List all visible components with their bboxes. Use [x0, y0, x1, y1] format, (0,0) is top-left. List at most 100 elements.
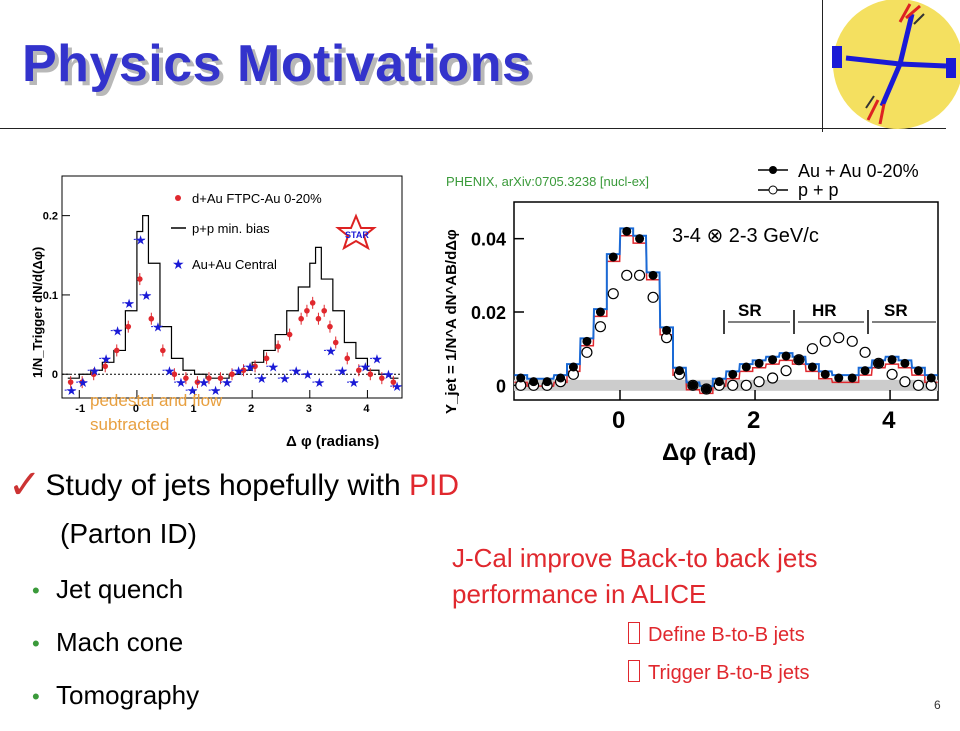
- dau-data-point: [136, 276, 143, 282]
- auau-data-point: ★: [302, 367, 314, 382]
- pp-data-point: [727, 379, 739, 391]
- pp-data-point: [912, 379, 925, 391]
- auau-data-point: [794, 355, 804, 365]
- dau-data-point: [160, 347, 166, 354]
- auau-data-point: ★: [244, 359, 256, 374]
- x-tick-label: 4: [363, 403, 370, 415]
- auau-data-point: ★: [383, 367, 395, 382]
- pp-data-point: [899, 376, 911, 388]
- main-bullet-text: Study of jets hopefully with: [45, 469, 410, 502]
- y-tick-label: 0.2: [43, 211, 58, 223]
- auau-data-point: ★: [279, 371, 291, 386]
- y-tick-label: 0: [52, 369, 58, 381]
- title-divider: [0, 128, 946, 129]
- jet-collision-logo: [832, 0, 960, 129]
- x-tick-label: 3: [306, 403, 312, 415]
- star-annotation-line2: subtracted: [90, 415, 169, 434]
- phenix-xlabel: Δφ (rad): [662, 439, 756, 466]
- dau-data-point: [240, 367, 247, 374]
- dau-data-point: [113, 347, 120, 354]
- auau-data-point: [556, 373, 566, 383]
- auau-data-point: ★: [348, 375, 360, 390]
- auau-data-point: ★: [187, 383, 199, 398]
- y-tick-label: 0: [496, 376, 506, 396]
- pp-data-point: [594, 321, 607, 333]
- auau-red-systematic: [514, 234, 938, 395]
- star-correlation-plot: -1 0 1 2 3 400.10.2 ★★★★★★★★★★★★★★★★ ★★★★★ ★★★★…: [30, 175, 403, 450]
- phenix-plot-frame: [513, 201, 939, 401]
- auau-data-point: [807, 362, 817, 372]
- dau-data-point: [327, 323, 333, 330]
- auau-data-point: [701, 384, 711, 394]
- auau-data-point: [529, 377, 539, 387]
- dau-data-point: [125, 323, 132, 330]
- dau-data-point: [321, 307, 328, 314]
- star-plot-frame: [61, 175, 403, 399]
- auau-data-point: [900, 358, 910, 368]
- auau-data-point: ★: [77, 375, 89, 390]
- auau-data-point: ★: [89, 363, 101, 378]
- auau-data-point: [768, 355, 778, 365]
- auau-data-point: ★: [164, 363, 176, 378]
- auau-data-point: ★: [267, 359, 279, 374]
- auau-data-point: ★: [175, 375, 187, 390]
- bullet-list: • Jet quench • Mach cone • Tomography: [32, 572, 199, 731]
- dau-data-point: [275, 343, 281, 350]
- auau-data-point: ★: [336, 363, 348, 378]
- dau-data-point: [332, 339, 339, 346]
- check-icon: ✓: [8, 462, 42, 508]
- phenix-legend-pp: p + p: [798, 180, 839, 200]
- star-annotation-line1: pedestal and flow: [90, 391, 223, 410]
- auau-data-point: [913, 366, 923, 376]
- auau-data-point: [874, 358, 884, 368]
- dau-data-point: [183, 375, 189, 381]
- jcal-text: J-Cal improve Back-to back jets performa…: [452, 543, 818, 609]
- x-tick-label: 2: [747, 407, 760, 434]
- auau-data-point: ★: [360, 359, 372, 374]
- x-tick-label: 4: [882, 407, 896, 434]
- x-tick-label: 2: [248, 403, 254, 415]
- phenix-ylabel: Y_jet = 1/N^A dN^AB/dΔφ: [443, 229, 460, 414]
- auau-data-point: ★: [66, 383, 78, 398]
- star-xlabel: Δ φ (radians): [286, 433, 379, 450]
- pp-data-point: [859, 346, 871, 358]
- region-hr: HR: [812, 301, 837, 320]
- dau-data-point: [102, 363, 109, 370]
- missing-glyph-icon: [628, 622, 640, 644]
- phenix-legend-auau: Au + Au 0-20%: [798, 161, 919, 181]
- phenix-correlation-plot: PHENIX, arXiv:0705.3238 [nucl-ex] 0 2 4 0 0.…: [443, 161, 939, 466]
- auau-data-point: [860, 366, 870, 376]
- auau-data-point: ★: [141, 288, 153, 303]
- x-tick-label: -1: [75, 403, 85, 415]
- bullet-dot-icon: •: [32, 578, 40, 603]
- page-title: Physics Motivations: [22, 35, 532, 93]
- auau-data-point: [662, 325, 672, 335]
- x-tick-label: 1: [191, 403, 197, 415]
- y-tick-label: 0.04: [471, 230, 506, 250]
- missing-glyph-icon: [628, 660, 640, 682]
- dau-data-point: [217, 375, 224, 381]
- auau-data-point: [781, 351, 791, 361]
- auau-data-point: ★: [221, 375, 233, 390]
- dau-data-point: [229, 371, 235, 378]
- auau-data-point: ★: [123, 296, 135, 311]
- list-item: • Mach cone: [32, 625, 199, 678]
- auau-data-point: [674, 366, 684, 376]
- legend-pp: p+p min. bias: [192, 221, 270, 236]
- auau-data-point: ★: [325, 343, 337, 358]
- star-logo-icon: [335, 213, 377, 251]
- jcal-sub-item: Trigger B-to-B jets: [628, 660, 810, 685]
- auau-data-point: [688, 380, 698, 390]
- bullet-dot-icon: •: [32, 684, 40, 709]
- region-sr-right: SR: [884, 301, 908, 320]
- auau-data-point: ★: [371, 351, 383, 366]
- pp-data-point: [621, 269, 633, 281]
- phenix-subtitle: 3-4 ⊗ 2-3 GeV/c: [672, 225, 819, 247]
- pp-data-point: [766, 372, 779, 384]
- dau-data-point: [67, 379, 74, 385]
- auau-data-point: [608, 252, 618, 262]
- auau-data-point: [754, 358, 764, 368]
- pp-data-point: [753, 376, 765, 388]
- dau-data-point: [344, 355, 351, 362]
- svg-text:★: ★: [172, 256, 185, 272]
